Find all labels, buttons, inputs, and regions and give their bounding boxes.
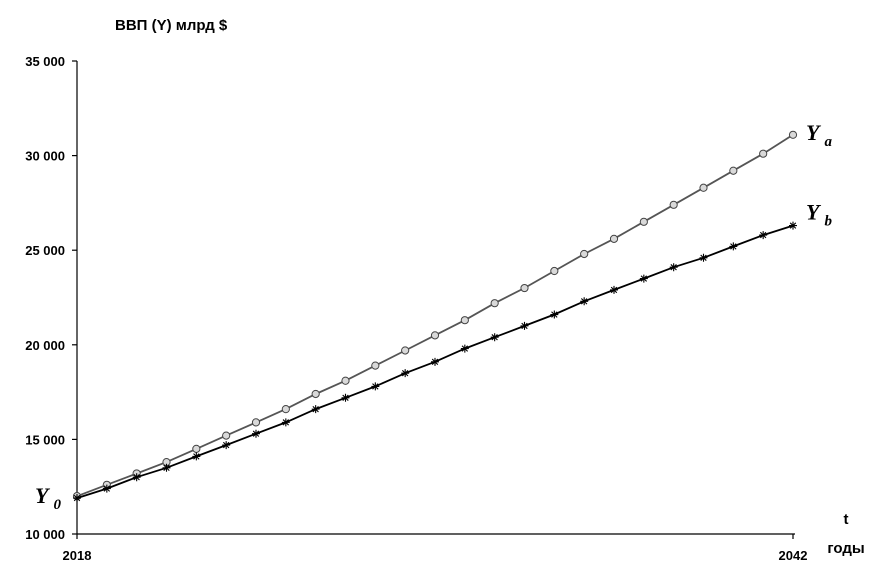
data-point [132, 473, 141, 482]
series-Y_b [73, 221, 797, 503]
data-point [639, 217, 648, 226]
data-point [281, 405, 290, 414]
y-tick-label: 10 000 [25, 527, 65, 542]
x-ticks: 2018 2042 [63, 534, 808, 563]
data-point [222, 441, 231, 450]
data-point [460, 316, 469, 325]
data-point [580, 249, 589, 259]
y-tick-label: 25 000 [25, 243, 65, 258]
data-point [281, 418, 290, 427]
series-line [76, 134, 794, 498]
data-point [371, 382, 380, 391]
data-point [699, 253, 708, 262]
data-point [788, 130, 798, 139]
data-point [401, 369, 410, 378]
y-tick-label: 35 000 [25, 54, 65, 69]
data-point [580, 297, 589, 306]
y-tick-label: 20 000 [25, 338, 65, 353]
x-tick-label: 2018 [63, 548, 92, 563]
data-point [192, 444, 201, 453]
y-tick-label: 30 000 [25, 149, 65, 164]
data-point [550, 310, 559, 319]
data-point [341, 376, 350, 385]
series-layer [72, 130, 798, 503]
data-point [669, 200, 678, 209]
x-axis-label-years: годы [827, 540, 864, 557]
data-point [431, 357, 439, 366]
data-point [311, 389, 320, 399]
data-point [609, 234, 619, 243]
data-point [192, 452, 201, 461]
x-axis-label-t: t [844, 511, 849, 528]
data-point [490, 299, 499, 308]
data-point [639, 274, 648, 283]
data-point [789, 221, 797, 230]
data-point [311, 405, 320, 414]
data-point [251, 418, 261, 427]
data-point [430, 331, 440, 340]
data-point [162, 463, 171, 472]
data-point [222, 431, 231, 440]
data-point [371, 361, 380, 370]
data-point [73, 494, 81, 503]
data-point [669, 263, 678, 272]
series-Y_a [72, 130, 798, 501]
data-point [490, 333, 499, 342]
data-point [729, 242, 738, 251]
data-point [102, 484, 111, 493]
y-ticks: 10 000 15 000 20 000 25 000 30 000 35 000 [25, 54, 77, 542]
y-tick-label: 15 000 [25, 432, 65, 447]
data-point [460, 344, 469, 353]
data-point [401, 346, 410, 355]
y-axis-label: ВВП (Y) млрд $ [115, 17, 228, 34]
x-tick-label: 2042 [779, 548, 808, 563]
data-point [699, 183, 708, 192]
data-point [759, 231, 768, 240]
data-point [610, 285, 618, 294]
data-point [252, 429, 260, 438]
data-point [341, 393, 350, 402]
data-point [729, 166, 738, 175]
data-point [550, 266, 559, 276]
data-point [759, 149, 768, 158]
data-point [520, 283, 529, 293]
data-point [520, 321, 529, 330]
